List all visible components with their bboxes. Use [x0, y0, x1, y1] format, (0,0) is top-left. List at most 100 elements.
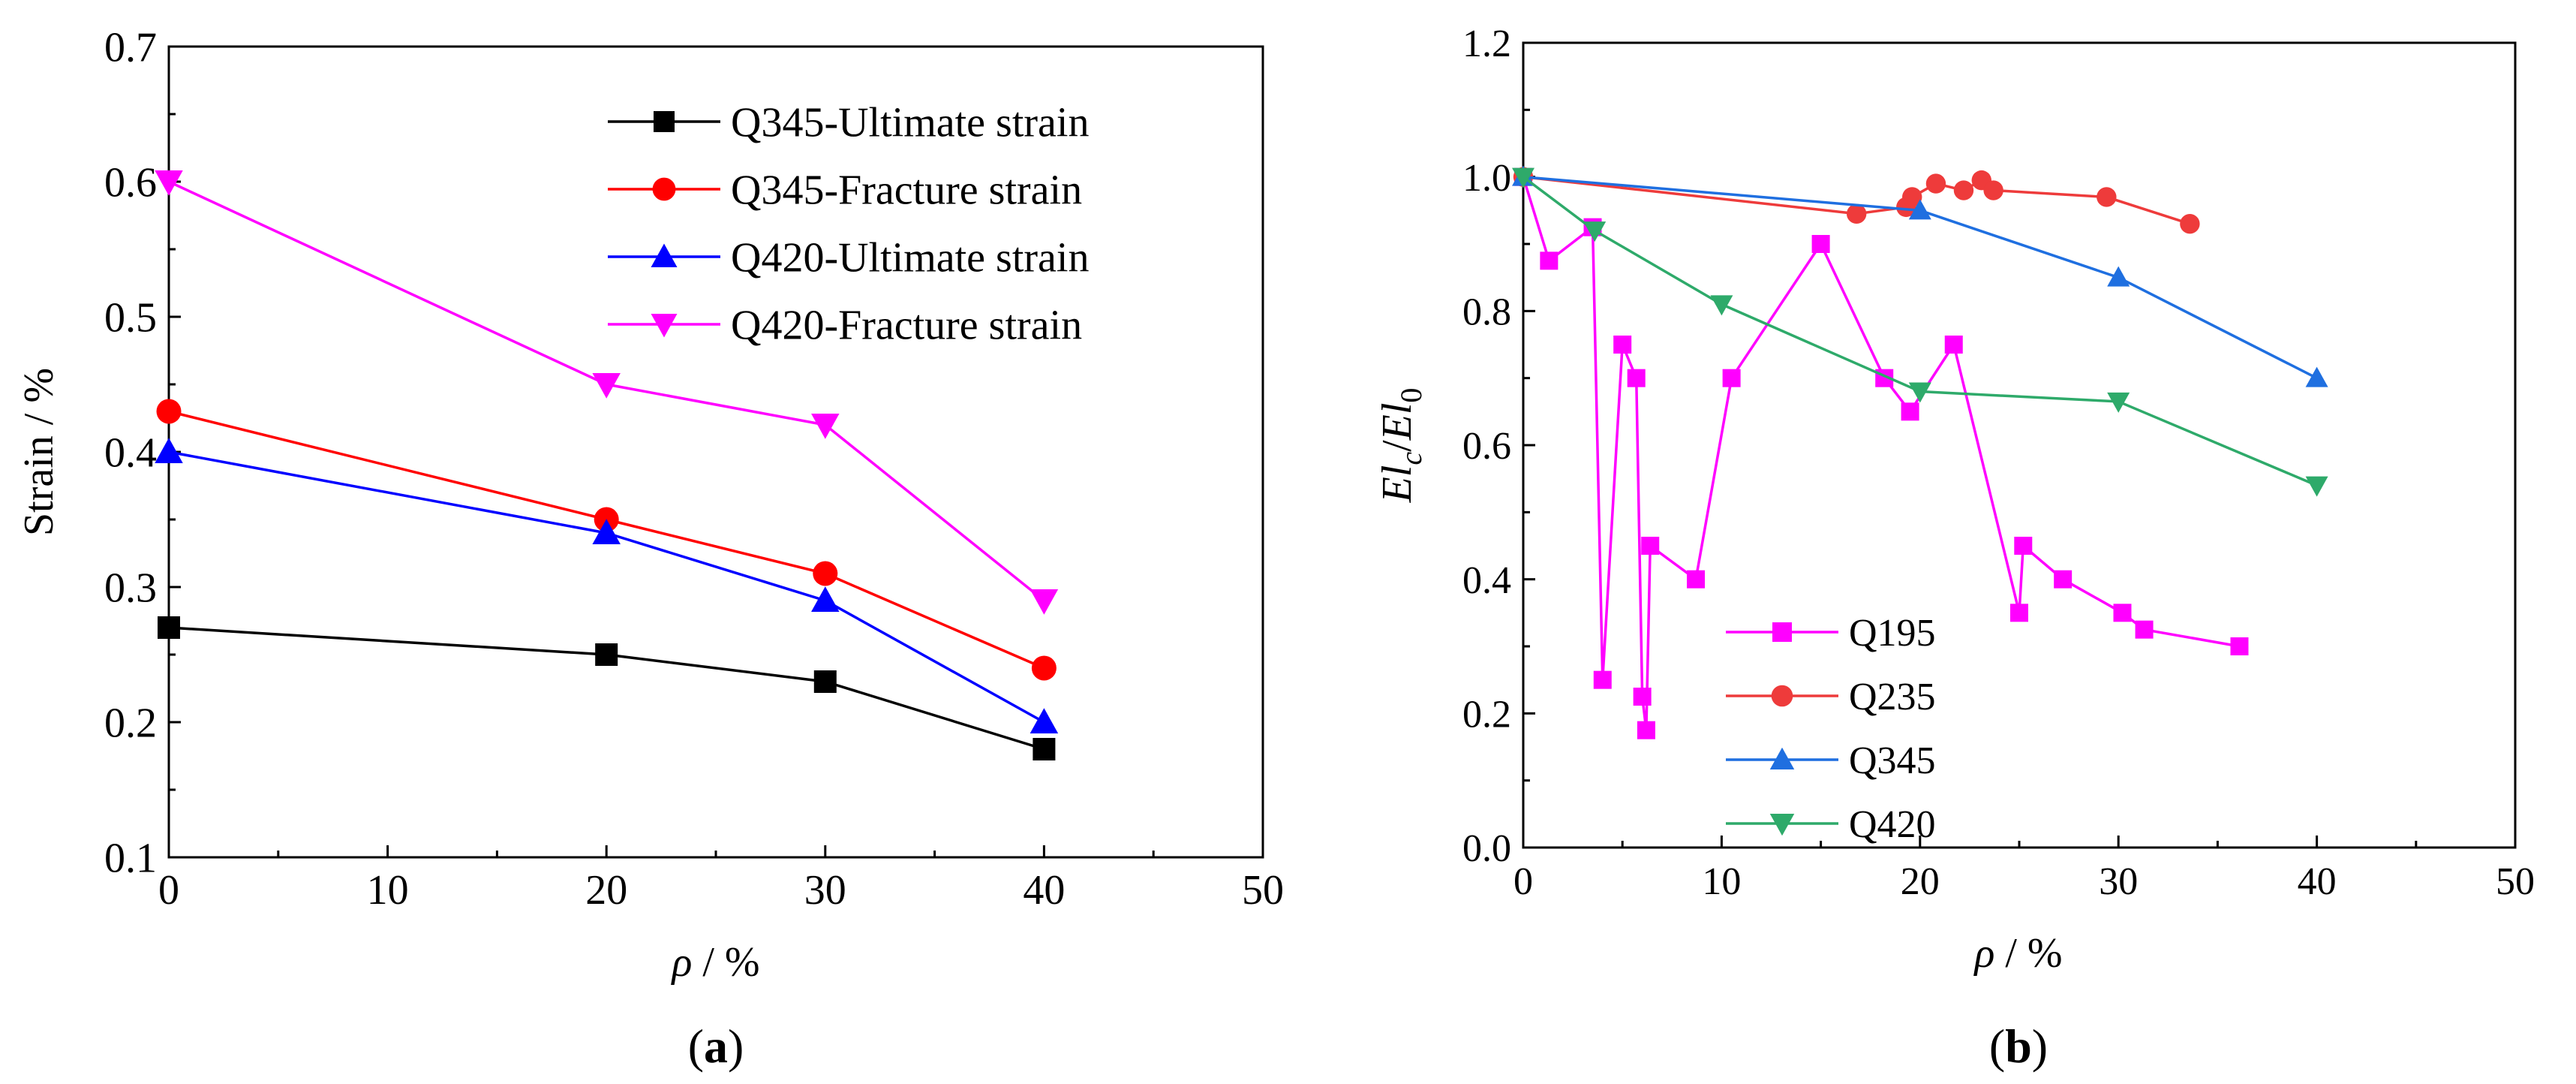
legend-label: Q195	[1849, 612, 1936, 655]
y-tick-label: 0.2	[1462, 694, 1511, 736]
legend-label: Q420	[1849, 803, 1936, 846]
panel-label-a: (a)	[688, 1019, 744, 1073]
x-tick-label: 30	[2099, 860, 2138, 903]
data-point	[592, 373, 621, 399]
legend-marker	[654, 111, 675, 132]
legend-label: Q420-Ultimate strain	[731, 235, 1089, 282]
data-point	[813, 561, 838, 586]
y-tick-label: 0.4	[104, 430, 157, 477]
legend-entry: Q195	[1726, 612, 1936, 655]
panel-label-b-close: )	[2032, 1019, 2048, 1073]
data-point	[1944, 336, 1963, 354]
y-axis-label-a: Strain / %	[16, 368, 62, 536]
data-point	[811, 414, 840, 439]
data-point	[2054, 570, 2073, 589]
data-point	[592, 519, 621, 544]
legend-label: Q235	[1849, 676, 1936, 718]
x-tick-label: 30	[804, 867, 846, 914]
series-q420	[1512, 167, 2328, 497]
data-point	[2135, 620, 2154, 639]
data-point	[1583, 221, 1607, 242]
x-axis-symbol-b: ρ	[1973, 930, 1994, 977]
y-tick-label: 0.4	[1462, 559, 1511, 602]
x-tick-label: 10	[1702, 860, 1741, 903]
series-q420-ultimate-strain	[155, 438, 1059, 733]
series-b	[1512, 165, 2328, 739]
series-a	[155, 170, 1059, 760]
series-q420-fracture-strain	[155, 170, 1059, 615]
legend-marker	[1772, 622, 1792, 642]
data-point	[158, 616, 180, 639]
x-tick-label: 10	[367, 867, 409, 914]
panel-label-b: (b)	[1989, 1019, 2048, 1073]
data-point	[2305, 366, 2328, 387]
x-tick-label: 20	[585, 867, 627, 914]
data-point	[1687, 570, 1706, 589]
series-line	[1522, 176, 2318, 487]
data-point	[156, 399, 182, 424]
data-point	[1593, 670, 1612, 689]
legend-a: Q345-Ultimate strain Q345-Fracture strain…	[608, 100, 1089, 349]
data-point	[1512, 167, 1534, 188]
data-point	[595, 643, 618, 666]
y-label-b-el1: El	[1374, 465, 1420, 504]
panel-label-b-open: (	[1989, 1019, 2005, 1073]
plot-area-a	[167, 45, 1264, 859]
y-tick-label: 0.8	[1462, 291, 1511, 334]
legend-marker	[1769, 814, 1795, 836]
legend-entry: Q420-Ultimate strain	[608, 235, 1089, 282]
data-point	[2230, 637, 2249, 655]
data-point	[2180, 214, 2200, 234]
y-tick-label: 0.3	[104, 565, 157, 612]
panel-label-b-letter: b	[2005, 1019, 2032, 1073]
data-point	[1613, 336, 1632, 354]
data-point	[1033, 738, 1056, 760]
y-tick-label: 0.6	[104, 160, 157, 206]
data-point	[1029, 589, 1059, 615]
legend-entry: Q345	[1726, 739, 1936, 782]
y-label-b-slash: /	[1374, 440, 1420, 452]
data-point	[1029, 708, 1059, 733]
data-point	[2014, 537, 2033, 555]
data-point	[2113, 604, 2132, 622]
legend-entry: Q420	[1726, 803, 1936, 846]
y-tick-label: 0.7	[104, 25, 157, 71]
data-point	[1902, 187, 1922, 207]
legend-marker	[1771, 685, 1793, 707]
legend-marker	[1769, 747, 1795, 769]
legend-marker	[652, 177, 676, 201]
data-point	[2097, 187, 2117, 207]
data-point	[1637, 721, 1655, 739]
data-point	[1811, 235, 1830, 253]
data-point	[1710, 295, 1733, 316]
data-point	[1540, 251, 1559, 270]
x-tick-label: 0	[158, 867, 179, 914]
series-line	[168, 410, 1045, 670]
x-tick-label: 0	[1513, 860, 1533, 903]
y-label-b-sub1: c	[1394, 452, 1428, 465]
data-point	[1633, 688, 1652, 706]
data-point	[155, 170, 183, 196]
data-point	[1925, 173, 1946, 194]
panel-label-a-open: (	[688, 1019, 704, 1073]
data-point	[1846, 203, 1867, 224]
legend-label: Q420-Fracture strain	[731, 303, 1082, 349]
data-point	[813, 670, 837, 693]
y-tick-label: 1.0	[1462, 157, 1511, 200]
y-tick-label: 0.1	[104, 836, 157, 882]
x-tick-label: 40	[2298, 860, 2337, 903]
x-tick-label: 20	[1901, 860, 1940, 903]
panel-a: 0 10 20 30 40 50 0.1 0.2 0.3 0.4 0.5 0.6 0.7 Q345-Ul…	[16, 25, 1284, 1073]
y-tick-label: 0.0	[1462, 827, 1511, 870]
y-axis-label-b: Elc/El0	[1374, 388, 1428, 504]
y-label-b-sub2: 0	[1394, 388, 1428, 403]
legend-label: Q345	[1849, 739, 1936, 782]
series-line	[168, 450, 1045, 724]
data-point	[2305, 476, 2328, 497]
y-tick-label: 0.5	[104, 295, 157, 342]
data-point	[155, 438, 183, 463]
x-tick-label: 50	[2496, 860, 2535, 903]
data-point	[2107, 392, 2130, 413]
series-q345-ultimate-strain	[158, 616, 1056, 760]
